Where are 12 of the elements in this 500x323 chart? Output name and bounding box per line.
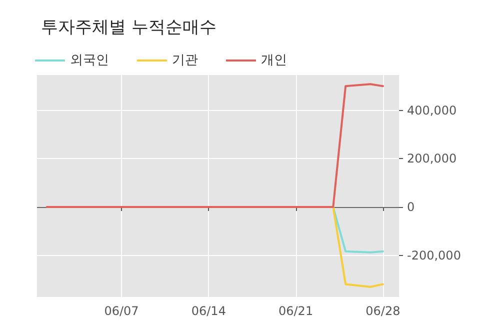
legend-label: 외국인 [70,53,109,68]
y-tick-label: 0 [407,200,415,214]
chart-title: 투자주체별 누적순매수 [41,18,216,38]
x-tick-label: 06/14 [191,304,226,318]
x-tick-label: 06/28 [366,304,400,318]
y-tick-label: 400,000 [407,103,457,118]
y-tick-label: 200,000 [407,152,457,166]
legend-label: 개인 [261,53,287,68]
x-tick-label: 06/07 [104,304,139,318]
x-tick-label: 06/21 [278,304,314,318]
y-tick-label: -200,000 [407,248,461,262]
legend-label: 기관 [172,53,198,68]
